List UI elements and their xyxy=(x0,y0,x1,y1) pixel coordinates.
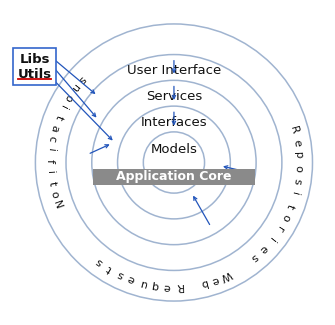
Text: e: e xyxy=(126,273,136,285)
Text: t: t xyxy=(285,202,295,210)
Text: Utils: Utils xyxy=(17,68,52,81)
FancyBboxPatch shape xyxy=(13,48,56,85)
Text: s: s xyxy=(76,74,87,85)
Text: s: s xyxy=(248,252,259,263)
Text: o: o xyxy=(48,190,60,199)
Text: i: i xyxy=(46,148,56,152)
Text: i: i xyxy=(289,191,299,196)
Text: n: n xyxy=(69,82,81,94)
Text: e: e xyxy=(291,139,302,147)
Text: f: f xyxy=(45,159,55,163)
Text: e: e xyxy=(163,281,171,292)
Text: o: o xyxy=(279,212,291,223)
Text: W: W xyxy=(219,268,233,282)
Text: s: s xyxy=(291,177,302,185)
Text: Libs: Libs xyxy=(19,53,50,66)
Text: R: R xyxy=(175,281,183,292)
Text: Application Core: Application Core xyxy=(116,171,232,184)
Text: N: N xyxy=(51,199,64,211)
Text: r: r xyxy=(273,224,284,233)
Text: Models: Models xyxy=(150,143,197,156)
Text: a: a xyxy=(49,123,61,133)
Text: s: s xyxy=(115,268,125,280)
Text: t: t xyxy=(53,113,64,121)
Bar xyxy=(93,169,255,185)
Text: o: o xyxy=(62,92,74,103)
Text: s: s xyxy=(94,256,105,267)
Text: t: t xyxy=(105,263,114,274)
Text: p: p xyxy=(292,152,303,159)
Text: R: R xyxy=(288,125,299,136)
Text: i: i xyxy=(267,235,276,243)
Text: Services: Services xyxy=(146,90,202,103)
Text: i: i xyxy=(45,170,55,174)
Text: b: b xyxy=(199,277,208,289)
Text: q: q xyxy=(151,280,159,291)
Text: User Interface: User Interface xyxy=(127,64,221,77)
Text: e: e xyxy=(257,243,269,255)
Text: o: o xyxy=(293,165,303,172)
Text: u: u xyxy=(138,277,148,288)
Text: Interfaces: Interfaces xyxy=(141,116,207,129)
Text: t: t xyxy=(46,180,57,186)
Text: i: i xyxy=(58,104,68,111)
Text: e: e xyxy=(210,274,220,285)
Text: c: c xyxy=(47,135,58,143)
